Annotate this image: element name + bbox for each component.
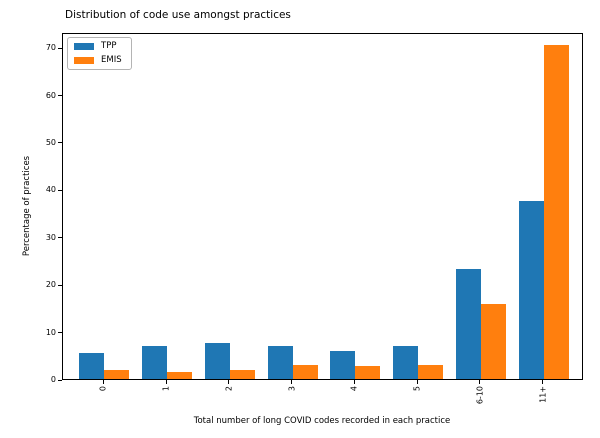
bar-emis-3 xyxy=(292,365,318,379)
y-tick-mark xyxy=(58,95,62,97)
bar-tpp-5 xyxy=(393,345,419,379)
legend-entry-tpp: TPP xyxy=(74,42,122,51)
x-tick-label: 5 xyxy=(412,386,422,392)
x-tick-mark xyxy=(542,380,544,384)
x-tick-mark xyxy=(291,380,293,384)
chart-title: Distribution of code use amongst practic… xyxy=(65,9,291,21)
bar-tpp-1 xyxy=(142,346,168,379)
bar-tpp-2 xyxy=(204,343,230,379)
x-tick-mark xyxy=(353,380,355,384)
bar-emis-11+ xyxy=(543,44,569,379)
x-tick-mark xyxy=(228,380,230,384)
bar-emis-6-10 xyxy=(480,303,506,379)
legend-label-tpp: TPP xyxy=(101,41,117,51)
y-tick-mark xyxy=(58,142,62,144)
x-tick-label: 2 xyxy=(224,386,234,392)
bar-tpp-0 xyxy=(79,353,105,379)
y-tick-label: 10 xyxy=(45,327,56,337)
bar-emis-5 xyxy=(418,364,444,379)
y-tick-mark xyxy=(58,284,62,286)
y-tick-label: 60 xyxy=(45,90,56,100)
y-tick-mark xyxy=(58,332,62,334)
x-tick-label: 6-10 xyxy=(475,386,485,405)
x-tick-label: 3 xyxy=(287,386,297,392)
x-tick-label: 0 xyxy=(98,386,108,392)
tpp-swatch-icon xyxy=(74,43,94,50)
bar-emis-0 xyxy=(104,369,130,379)
bar-tpp-3 xyxy=(267,346,293,379)
y-tick-mark xyxy=(58,47,62,49)
x-tick-label: 1 xyxy=(161,386,171,392)
legend-entry-emis: EMIS xyxy=(74,56,122,65)
y-tick-label: 20 xyxy=(45,280,56,290)
x-tick-mark xyxy=(102,380,104,384)
x-tick-label: 11+ xyxy=(538,386,548,403)
legend-label-emis: EMIS xyxy=(101,55,122,65)
plot-area: TPP EMIS xyxy=(62,33,583,380)
bar-tpp-4 xyxy=(330,350,356,379)
x-tick-mark xyxy=(479,380,481,384)
legend: TPP EMIS xyxy=(67,37,132,70)
bar-tpp-11+ xyxy=(518,200,544,379)
y-tick-mark xyxy=(58,189,62,191)
bar-emis-4 xyxy=(355,365,381,379)
y-tick-label: 30 xyxy=(45,232,56,242)
y-tick-label: 0 xyxy=(50,375,56,384)
x-axis-label: Total number of long COVID codes recorde… xyxy=(193,416,451,426)
bar-emis-1 xyxy=(167,372,193,379)
emis-swatch-icon xyxy=(74,57,94,64)
y-tick-label: 50 xyxy=(45,137,56,147)
y-tick-mark xyxy=(58,379,62,381)
y-tick-mark xyxy=(58,237,62,239)
y-tick-label: 40 xyxy=(45,185,56,195)
x-tick-label: 4 xyxy=(349,386,359,392)
bar-tpp-6-10 xyxy=(455,268,481,379)
y-tick-label: 70 xyxy=(45,43,56,53)
x-tick-mark xyxy=(165,380,167,384)
bar-emis-2 xyxy=(229,369,255,379)
x-tick-mark xyxy=(416,380,418,384)
